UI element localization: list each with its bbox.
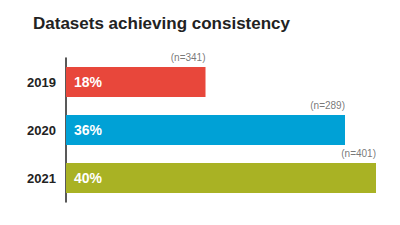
svg-text:18%: 18% [74, 74, 103, 90]
svg-text:2020: 2020 [27, 123, 56, 138]
svg-text:Datasets achieving consistency: Datasets achieving consistency [33, 14, 291, 33]
svg-text:40%: 40% [74, 170, 103, 186]
svg-text:36%: 36% [74, 122, 103, 138]
svg-text:(n=341): (n=341) [171, 52, 206, 63]
svg-text:(n=401): (n=401) [341, 148, 376, 159]
svg-text:(n=289): (n=289) [310, 100, 345, 111]
svg-text:2021: 2021 [27, 171, 56, 186]
svg-text:2019: 2019 [27, 75, 56, 90]
